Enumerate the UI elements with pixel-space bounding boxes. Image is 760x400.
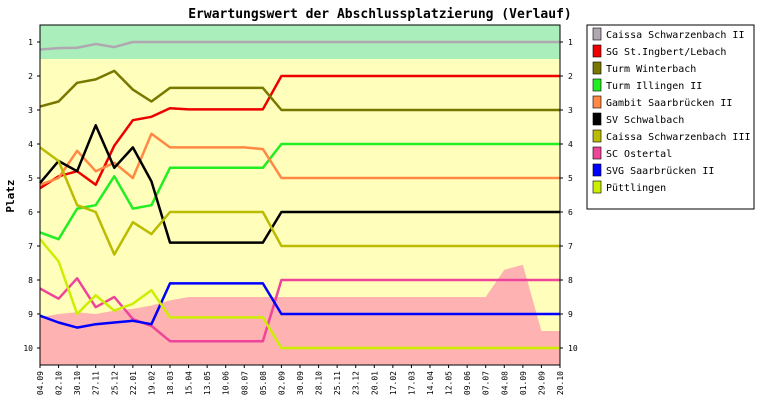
y-tick-label-right: 1 [568, 38, 573, 47]
x-tick-label: 22.01 [129, 371, 138, 395]
x-tick-label: 10.06 [222, 371, 231, 395]
series-line-1 [39, 74, 560, 190]
x-tick-label: 04.09 [36, 371, 45, 395]
y-tick-label-left: 5 [28, 174, 33, 183]
y-tick-label-right: 7 [568, 242, 573, 251]
x-tick-label: 13.05 [203, 371, 212, 395]
legend-box [586, 24, 755, 210]
x-tick-label: 04.08 [500, 371, 509, 395]
x-tick-label: 14.04 [426, 371, 435, 395]
x-tick-label: 15.04 [185, 371, 194, 395]
x-tick-label: 09.06 [463, 371, 472, 395]
x-tick-label: 30.09 [296, 371, 305, 395]
x-tick-label: 12.05 [445, 371, 454, 395]
y-tick-label-right: 10 [568, 344, 578, 353]
y-ticks-left: 1 2 3 4 5 6 7 8 9 10 [23, 38, 40, 353]
legend-swatch [592, 27, 602, 41]
y-axis-label: Platz [4, 179, 17, 212]
x-tick-label: 07.07 [482, 371, 491, 395]
series-lines [39, 40, 560, 350]
y-tick-label-right: 6 [568, 208, 573, 217]
legend-swatch [592, 78, 602, 92]
x-tick-label: 25.11 [333, 371, 342, 395]
x-tick-label: 01.09 [519, 371, 528, 395]
legend-label: Turm Winterbach [606, 64, 696, 75]
x-tick-label: 02.10 [55, 371, 64, 395]
x-tick-label: 05.08 [259, 371, 268, 395]
series-line-3 [39, 142, 560, 241]
legend-swatch [592, 95, 602, 109]
y-tick-label-left: 9 [28, 310, 33, 319]
x-tick-label: 17.02 [389, 371, 398, 395]
y-tick-label-left: 2 [28, 72, 33, 81]
y-tick-label-left: 6 [28, 208, 33, 217]
legend-label: Püttlingen [606, 183, 666, 194]
legend-label: Turm Illingen II [606, 81, 702, 92]
series-line-4 [39, 132, 560, 186]
x-ticks: 04.09 02.10 30.10 27.11 25.12 22.01 19.02 18.03… [36, 365, 565, 395]
legend: Caissa Schwarzenbach II SG St.Ingbert/Leb… [586, 24, 755, 210]
legend-label: SVG Saarbrücken II [606, 166, 714, 177]
x-tick-label: 27.11 [92, 371, 101, 395]
legend-swatch [592, 163, 602, 177]
x-tick-label: 17.03 [407, 371, 416, 395]
x-tick-label: 20.01 [370, 371, 379, 395]
y-tick-label-right: 3 [568, 106, 573, 115]
x-tick-label: 18.03 [166, 371, 175, 395]
series-line-7 [39, 277, 560, 343]
x-tick-label: 20.10 [556, 371, 565, 395]
y-tick-label-right: 8 [568, 276, 573, 285]
series-line-0 [39, 40, 560, 51]
legend-label: Gambit Saarbrücken II [606, 98, 732, 109]
series-line-8 [39, 282, 560, 329]
x-tick-label: 28.10 [315, 371, 324, 395]
y-tick-label-right: 5 [568, 174, 573, 183]
y-tick-label-left: 8 [28, 276, 33, 285]
y-tick-label-left: 10 [23, 344, 33, 353]
series-line-6 [39, 146, 560, 256]
series-line-2 [39, 69, 560, 112]
y-tick-label-left: 3 [28, 106, 33, 115]
y-ticks-right: 1 2 3 4 5 6 7 8 9 10 [560, 38, 578, 353]
legend-label: SC Ostertal [606, 149, 672, 160]
x-tick-label: 30.10 [73, 371, 82, 395]
y-tick-label-right: 9 [568, 310, 573, 319]
legend-swatch [592, 129, 602, 143]
legend-swatch [592, 180, 602, 194]
y-tick-label-right: 4 [568, 140, 573, 149]
x-tick-label: 25.12 [110, 371, 119, 395]
legend-swatch [592, 61, 602, 75]
series-line-9 [39, 238, 560, 350]
legend-label: SV Schwalbach [606, 115, 684, 126]
y-tick-label-left: 4 [28, 140, 33, 149]
chart-title: Erwartungswert der Abschlussplatzierung … [188, 7, 572, 22]
x-tick-label: 29.09 [537, 371, 546, 395]
x-tick-label: 08.07 [240, 371, 249, 395]
series-line-5 [39, 124, 560, 244]
legend-label: Caissa Schwarzenbach II [606, 30, 744, 41]
legend-swatch [592, 146, 602, 160]
legend-label: SG St.Ingbert/Lebach [606, 47, 726, 58]
legend-swatch [592, 112, 602, 126]
y-tick-label-left: 1 [28, 38, 33, 47]
x-tick-label: 19.02 [147, 371, 156, 395]
x-tick-label: 23.12 [352, 371, 361, 395]
y-tick-label-right: 2 [568, 72, 573, 81]
legend-label: Caissa Schwarzenbach III [606, 132, 751, 143]
x-tick-label: 02.09 [277, 371, 286, 395]
legend-swatch [592, 44, 602, 58]
y-tick-label-left: 7 [28, 242, 33, 251]
